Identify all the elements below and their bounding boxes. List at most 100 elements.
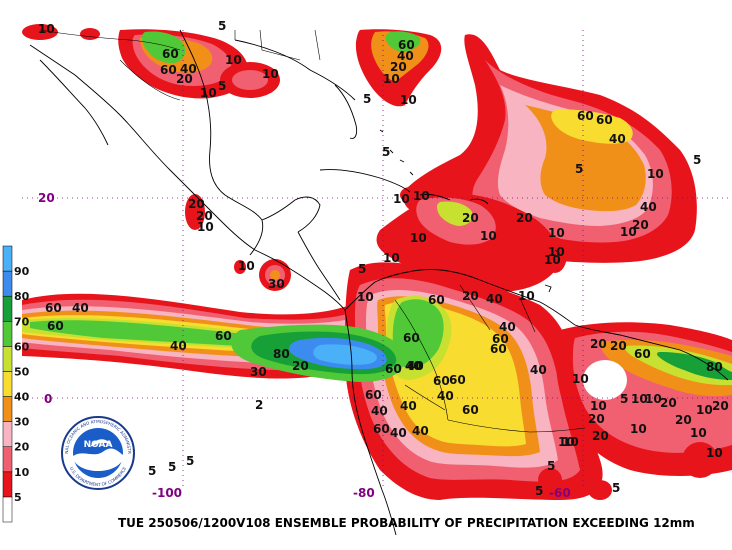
legend-swatch (2, 295, 13, 322)
contour-label: 5 (218, 79, 226, 93)
contour-label: 20 (462, 211, 479, 225)
legend-swatch (2, 371, 13, 397)
lon-label-80: -80 (353, 486, 375, 500)
contour-label: 20 (462, 289, 479, 303)
lat-label-20: 20 (38, 191, 55, 205)
contour-label: 20 (610, 339, 627, 353)
contour-label: 60 (47, 319, 64, 333)
contour-label: 20 (712, 399, 729, 413)
contour-label: 60 (490, 342, 507, 356)
contour-label: 40 (407, 359, 424, 373)
contour-label: 5 (693, 153, 701, 167)
legend-swatch (2, 270, 13, 297)
coastlines (29, 29, 729, 536)
contour-label: 40 (486, 292, 503, 306)
noaa-logo-text: NOAA (84, 440, 113, 450)
legend-swatch (2, 421, 13, 447)
contour-label: 20 (390, 60, 407, 74)
contour-label: 20 (588, 412, 605, 426)
legend-swatch (2, 496, 13, 523)
contour-label: 20 (632, 218, 649, 232)
contour-label: 20 (592, 429, 609, 443)
contour-label: 60 (492, 332, 509, 346)
contour-label: 40 (609, 132, 626, 146)
contour-label: 10 (357, 290, 374, 304)
contour-label: 10 (690, 426, 707, 440)
color-legend: 5 10 20 30 40 50 60 70 80 90 (2, 245, 30, 523)
contour-label: 10 (393, 192, 410, 206)
contour-label: 60 (577, 109, 594, 123)
contour-label: 5 (382, 145, 390, 159)
contour-label: 10 (544, 253, 561, 267)
legend-level-label: 50 (14, 365, 30, 378)
legend-level-label: 60 (14, 340, 30, 353)
contour-label: 5 (168, 460, 176, 474)
contour-label: 20 (196, 209, 213, 223)
contour-label: 20 (188, 197, 205, 211)
contour-label: 40 (499, 320, 516, 334)
contour-label: 10 (197, 220, 214, 234)
contour-label: 40 (400, 399, 417, 413)
legend-swatch (2, 446, 13, 473)
contour-label: 10 (400, 93, 417, 107)
contour-label: 5 (547, 459, 555, 473)
legend-swatch (2, 471, 13, 498)
contour-labels: 5 10 60 60 40 20 10 10 5 10 60 40 20 10 … (38, 19, 729, 498)
legend-swatch (2, 321, 13, 347)
contour-label: 80 (706, 360, 723, 374)
contour-label: 10 (620, 225, 637, 239)
contour-label: 5 (148, 464, 156, 478)
contour-label: 5 (363, 92, 371, 106)
legend-swatch (2, 346, 13, 372)
contour-label: 20 (292, 359, 309, 373)
contour-label: 10 (647, 167, 664, 181)
contour-label: 60 (45, 301, 62, 315)
contour-label: 60 (634, 347, 651, 361)
contour-label: 10 (706, 446, 723, 460)
contour-label: 30 (250, 365, 267, 379)
contour-label: 10 (562, 435, 579, 449)
contour-label: 10 (262, 67, 279, 81)
legend-level-label: 30 (14, 416, 30, 429)
contour-label: 20 (660, 396, 677, 410)
contour-label: 5 (186, 454, 194, 468)
contour-label: 40 (437, 389, 454, 403)
contour-label: 40 (390, 426, 407, 440)
contour-label: 20 (590, 337, 607, 351)
contour-label: 30 (268, 277, 285, 291)
lon-label-100: -100 (152, 486, 182, 500)
contour-label: 10 (645, 392, 662, 406)
contour-label: 40 (170, 339, 187, 353)
legend-level-label: 90 (14, 265, 30, 278)
contour-label: 80 (273, 347, 290, 361)
contour-label: 40 (412, 424, 429, 438)
contour-label: 40 (180, 62, 197, 76)
contour-label: 20 (675, 413, 692, 427)
contour-label: 5 (612, 481, 620, 495)
contour-label: 60 (398, 38, 415, 52)
contour-label: 5 (358, 262, 366, 276)
noaa-logo: NOAA NATIONAL OCEANIC AND ATMOSPHERIC AD… (61, 416, 135, 490)
contour-label: 60 (215, 329, 232, 343)
legend-level-label: 10 (14, 466, 30, 479)
contour-label: 40 (640, 200, 657, 214)
contour-label: 10 (590, 399, 607, 413)
contour-label: 60 (403, 331, 420, 345)
contour-label: 10 (558, 435, 575, 449)
legend-level-label: 80 (14, 290, 30, 303)
contour-label: 20 (176, 72, 193, 86)
contour-label: 10 (410, 231, 427, 245)
contour-label: 5 (535, 484, 543, 498)
contour-label: 60 (385, 362, 402, 376)
contour-label: 60 (365, 388, 382, 402)
contour-label: 60 (162, 47, 179, 61)
lat-lon-grid (22, 30, 732, 490)
contour-label: 10 (38, 22, 55, 36)
contour-label: 10 (238, 259, 255, 273)
contour-label: 60 (462, 403, 479, 417)
contour-label: 10 (548, 226, 565, 240)
contour-label: 10 (413, 189, 430, 203)
legend-level-label: 20 (14, 441, 30, 454)
legend-level-label: 5 (14, 491, 22, 504)
